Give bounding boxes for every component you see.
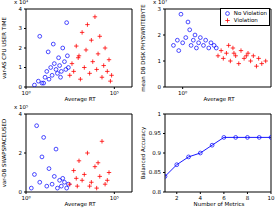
html-text:No Violation: No Violation	[233, 10, 267, 16]
html-text:var-DB SWAPSPACEUSED: var-DB SWAPSPACEUSED	[1, 118, 7, 187]
svg-text:4: 4	[19, 111, 23, 117]
html-text:Average RT: Average RT	[64, 200, 96, 207]
svg-text:10⁵: 10⁵	[110, 90, 119, 96]
svg-text:10⁰: 10⁰	[21, 90, 31, 96]
svg-text:1: 1	[158, 58, 162, 64]
html-text:var-AS CPU USER TIME: var-AS CPU USER TIME	[1, 16, 7, 80]
svg-text:10⁵: 10⁵	[110, 194, 119, 200]
svg-text:4: 4	[19, 6, 23, 12]
svg-text:2: 2	[19, 45, 23, 51]
svg-text:0.95: 0.95	[149, 130, 162, 136]
html-text:x 10⁷: x 10⁷	[153, 0, 168, 5]
svg-text:10⁰: 10⁰	[178, 90, 188, 96]
svg-text:3: 3	[158, 6, 162, 12]
svg-text:6: 6	[222, 194, 226, 200]
svg-text:0.85: 0.85	[149, 169, 162, 175]
svg-text:10⁰: 10⁰	[21, 194, 31, 200]
html-text:Number of Metrics: Number of Metrics	[193, 200, 245, 207]
svg-text:2: 2	[175, 194, 179, 200]
svg-text:8: 8	[246, 194, 250, 200]
svg-text:1: 1	[19, 64, 23, 70]
svg-text:0.8: 0.8	[152, 188, 161, 194]
html-text:mean DB DISK PHYSWRITEBYTE: mean DB DISK PHYSWRITEBYTE	[140, 4, 146, 92]
svg-text:2: 2	[158, 32, 162, 38]
html-text:Violation: Violation	[233, 17, 258, 23]
svg-text:1: 1	[158, 111, 162, 117]
svg-text:4: 4	[199, 194, 203, 200]
svg-text:3: 3	[19, 25, 23, 31]
html-text:Balanced Accuracy: Balanced Accuracy	[140, 126, 146, 179]
svg-text:10: 10	[268, 194, 271, 200]
html-text:Average RT: Average RT	[203, 96, 235, 102]
svg-text:0: 0	[19, 84, 23, 90]
svg-text:0: 0	[158, 84, 162, 90]
svg-text:2: 2	[19, 149, 23, 155]
html-text:Average RT: Average RT	[64, 96, 96, 102]
html-text:x 10⁴: x 10⁴	[14, 0, 29, 5]
html-text:x 10⁵: x 10⁵	[14, 103, 29, 110]
svg-text:0: 0	[19, 188, 23, 194]
svg-text:0.9: 0.9	[152, 149, 161, 155]
